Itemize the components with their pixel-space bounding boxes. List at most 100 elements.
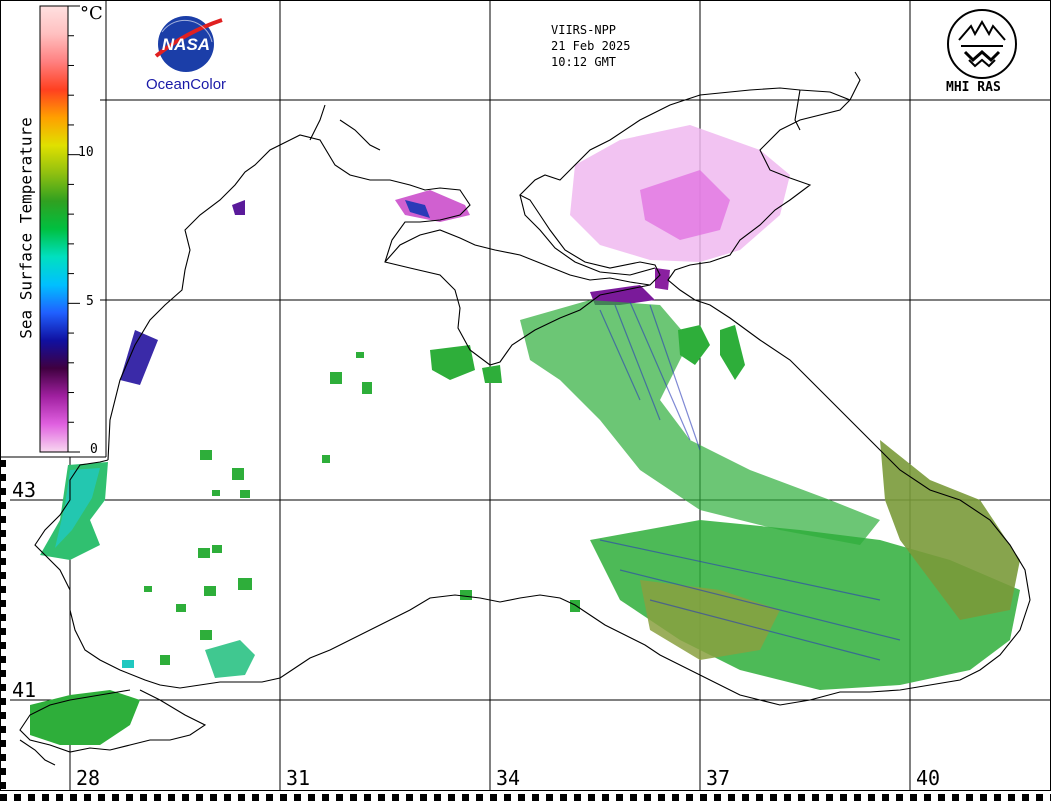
sst-ne-coast-2 <box>720 325 745 380</box>
ruler-bottom <box>0 794 1051 801</box>
sst-bosporus-cyan <box>122 660 134 668</box>
ruler-segment <box>0 768 6 775</box>
ruler-segment <box>532 794 539 801</box>
ruler-segment <box>0 712 6 719</box>
sst-east-blue-streaks <box>599 301 901 661</box>
ruler-segment <box>588 794 595 801</box>
ruler-segment <box>658 794 665 801</box>
sst-danube <box>120 330 158 385</box>
ruler-segment <box>700 794 707 801</box>
satellite-name: VIIRS-NPP <box>551 23 617 37</box>
ruler-segment <box>854 794 861 801</box>
sst-sw-cyan <box>205 640 255 678</box>
satellite-info: VIIRS-NPP 21 Feb 2025 10:12 GMT <box>551 22 630 70</box>
ruler-segment <box>168 794 175 801</box>
sst-patches <box>30 125 1020 745</box>
ruler-segment <box>0 726 6 733</box>
ruler-segment <box>798 794 805 801</box>
ruler-segment <box>714 794 721 801</box>
coastline <box>19 71 1031 766</box>
legend-tick-label: 5 <box>86 294 94 309</box>
ruler-segment <box>350 794 357 801</box>
legend-ticks <box>68 5 80 453</box>
sst-odessa <box>232 200 245 215</box>
ruler-segment <box>602 794 609 801</box>
sst-east-band <box>520 300 880 545</box>
sst-azov-core <box>640 170 730 240</box>
ruler-segment <box>0 754 6 761</box>
acquisition-date: 21 Feb 2025 <box>551 39 631 53</box>
sst-kerch-south <box>590 285 655 305</box>
coast-don <box>794 71 861 131</box>
ruler-segment <box>420 794 427 801</box>
sst-crimea-sw <box>482 365 502 383</box>
legend-title: Sea Surface Temperature <box>16 117 36 339</box>
coast-dardanelles <box>19 739 56 766</box>
sst-crimea-south <box>430 345 475 380</box>
ruler-segment <box>154 794 161 801</box>
ruler-segment <box>1036 794 1043 801</box>
ruler-segment <box>0 614 6 621</box>
ruler-segment <box>0 474 6 481</box>
ruler-segment <box>0 502 6 509</box>
lat-label-41: 41 <box>12 678 37 702</box>
ruler-segment <box>910 794 917 801</box>
ruler-segment <box>784 794 791 801</box>
coast-crimea <box>384 229 651 286</box>
ruler-segment <box>686 794 693 801</box>
ruler-segment <box>0 586 6 593</box>
ruler-segment <box>294 794 301 801</box>
ruler-segment <box>210 794 217 801</box>
ruler-segment <box>0 600 6 607</box>
ruler-segment <box>56 794 63 801</box>
ruler-segment <box>0 670 6 677</box>
ruler-segment <box>0 572 6 579</box>
legend-tick-label: 0 <box>90 442 98 457</box>
ruler-segment <box>1022 794 1029 801</box>
ruler-segment <box>0 794 7 801</box>
sst-east-olive <box>880 440 1020 620</box>
ruler-segment <box>0 656 6 663</box>
ruler-segment <box>280 794 287 801</box>
ruler-segment <box>392 794 399 801</box>
sst-east-olive-2 <box>640 580 780 660</box>
ruler-segment <box>364 794 371 801</box>
ruler-segment <box>924 794 931 801</box>
ruler-segment <box>434 794 441 801</box>
ruler-segment <box>196 794 203 801</box>
ruler-segment <box>728 794 735 801</box>
ruler-segment <box>406 794 413 801</box>
ruler-segment <box>322 794 329 801</box>
ruler-segment <box>840 794 847 801</box>
ruler-segment <box>994 794 1001 801</box>
lon-label-28: 28 <box>76 766 101 790</box>
ruler-segment <box>882 794 889 801</box>
lat-label-43: 43 <box>12 478 37 502</box>
ruler-left <box>0 460 6 789</box>
legend-tick-label: 10 <box>78 145 94 160</box>
ruler-segment <box>98 794 105 801</box>
ruler-segment <box>0 460 6 467</box>
ruler-segment <box>546 794 553 801</box>
legend-colorbar <box>39 5 69 453</box>
ruler-segment <box>0 488 6 495</box>
ruler-segment <box>0 530 6 537</box>
nasa-caption: OceanColor <box>146 76 227 93</box>
ruler-segment <box>0 516 6 523</box>
ruler-segment <box>378 794 385 801</box>
ruler-segment <box>448 794 455 801</box>
ruler-segment <box>868 794 875 801</box>
ruler-segment <box>140 794 147 801</box>
ruler-segment <box>980 794 987 801</box>
sst-karkinit-blue <box>405 200 430 218</box>
ruler-segment <box>0 698 6 705</box>
ruler-segment <box>742 794 749 801</box>
ruler-segment <box>0 684 6 691</box>
lon-label-31: 31 <box>286 766 311 790</box>
lon-label-40: 40 <box>916 766 941 790</box>
ruler-segment <box>504 794 511 801</box>
acquisition-time: 10:12 GMT <box>551 55 617 69</box>
legend-unit: °C <box>80 3 103 24</box>
ruler-segment <box>518 794 525 801</box>
